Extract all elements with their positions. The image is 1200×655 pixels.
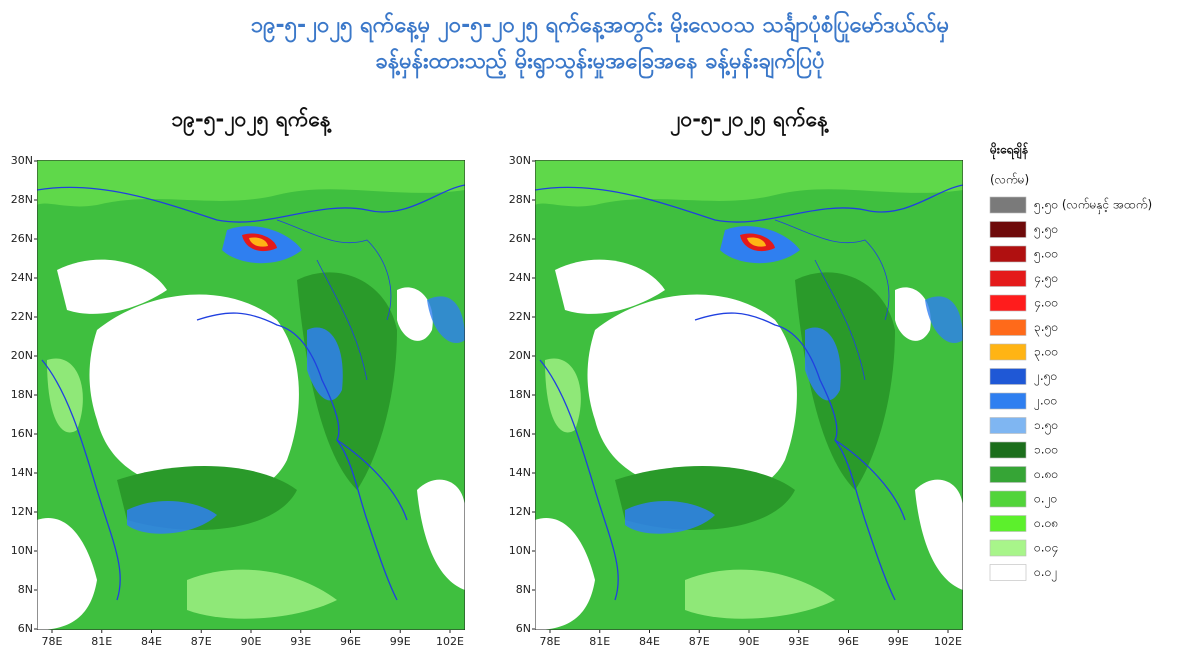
legend-label: ၂.၀၀ [1034, 394, 1057, 411]
legend-unit: (လက်မ) [990, 172, 1029, 187]
legend-swatch [989, 417, 1027, 434]
lon-label: 84E [639, 635, 660, 648]
legend-swatch [989, 539, 1027, 557]
lon-label: 93E [788, 635, 809, 648]
legend-label: ၀.၀၂ [1034, 565, 1057, 582]
legend-swatch [989, 196, 1027, 214]
lat-label: 10N [11, 544, 33, 557]
panel-title: ၂၀-၅-၂၀၂၅ ရက်နေ့ [670, 105, 830, 137]
legend-label: ၀.၈၀ [1034, 467, 1058, 481]
legend-swatch [989, 490, 1027, 508]
lon-label: 78E [42, 635, 63, 648]
legend-label: ၅.၀၀ [1034, 247, 1058, 264]
title-line: ၁၉-၅-၂၀၂၅ ရက်နေ့မှ ၂၀-၅-၂၀၂၅ ရက်နေ့အတွင်… [251, 10, 949, 43]
legend-label: ၀.၂၀ [1034, 492, 1057, 509]
legend-label: ၁.၅၀ [1034, 418, 1058, 435]
legend-swatch [989, 245, 1027, 263]
lat-label: 14N [509, 466, 531, 479]
lat-label: 8N [18, 583, 33, 596]
legend-swatch [989, 441, 1027, 459]
legend-label: ၃.၅၀ [1034, 320, 1058, 337]
lat-label: 10N [509, 544, 531, 557]
legend-label: ၀.၀၈ [1034, 516, 1058, 530]
lat-label: 8N [516, 583, 531, 596]
lon-label: 102E [436, 635, 464, 648]
lon-label: 93E [290, 635, 311, 648]
lat-label: 18N [509, 388, 531, 401]
legend-swatch [989, 319, 1027, 336]
legend-swatch [989, 294, 1027, 312]
lat-label: 26N [11, 232, 33, 245]
lon-label: 87E [689, 635, 710, 648]
legend-swatch [989, 392, 1027, 410]
lon-label: 90E [241, 635, 262, 648]
legend-title: မိုးရေချိန် [989, 141, 1029, 161]
lat-label: 6N [516, 622, 531, 635]
map [37, 160, 465, 630]
lon-label: 81E [91, 635, 112, 648]
legend-label: ၀.၀၄ [1034, 541, 1058, 558]
legend-label: ၅.၅၀ (လက်မနှင့် အထက်) [1034, 197, 1152, 215]
lat-label: 14N [11, 466, 33, 479]
lon-label: 84E [141, 635, 162, 648]
lat-label: 6N [18, 622, 33, 635]
lat-label: 22N [11, 310, 33, 323]
title-line: ခန့်မှန်းထားသည့် မိုးရွာသွန်းမှုအခြေအနေ … [375, 46, 824, 79]
lat-label: 26N [509, 232, 531, 245]
legend-label: ၄.၅၀ [1034, 271, 1058, 288]
lon-label: 99E [390, 635, 411, 648]
lon-label: 96E [838, 635, 859, 648]
lon-label: 81E [589, 635, 610, 648]
lon-label: 96E [340, 635, 361, 648]
lat-label: 20N [509, 349, 531, 362]
lat-label: 20N [11, 349, 33, 362]
lon-label: 90E [739, 635, 760, 648]
lon-label: 99E [888, 635, 909, 648]
lon-label: 102E [934, 635, 962, 648]
lat-label: 28N [509, 193, 531, 206]
legend-label: ၄.၀၀ [1034, 296, 1058, 313]
legend-label: ၃.၀၀ [1034, 345, 1058, 362]
lat-label: 16N [11, 427, 33, 440]
lat-label: 12N [509, 505, 531, 518]
lat-label: 30N [11, 154, 33, 167]
legend-swatch [989, 368, 1027, 385]
lat-label: 24N [11, 271, 33, 284]
legend-swatch [989, 564, 1027, 581]
lat-label: 28N [11, 193, 33, 206]
lat-label: 16N [509, 427, 531, 440]
legend-label: ၂.၅၀ [1034, 369, 1057, 386]
legend-swatch [989, 466, 1027, 483]
legend-swatch [989, 270, 1027, 287]
panel-title: ၁၉-၅-၂၀၂၅ ရက်နေ့ [171, 105, 333, 137]
lon-label: 78E [540, 635, 561, 648]
lat-label: 24N [509, 271, 531, 284]
lon-label: 87E [191, 635, 212, 648]
legend-swatch [989, 343, 1027, 361]
legend-label: ၁.၀၀ [1034, 443, 1058, 457]
legend-label: ၅.၅၀ [1034, 222, 1058, 239]
lat-label: 22N [509, 310, 531, 323]
lat-label: 12N [11, 505, 33, 518]
lat-label: 18N [11, 388, 33, 401]
map [535, 160, 963, 630]
legend-swatch [989, 221, 1027, 238]
lat-label: 30N [509, 154, 531, 167]
legend-swatch [989, 515, 1027, 532]
